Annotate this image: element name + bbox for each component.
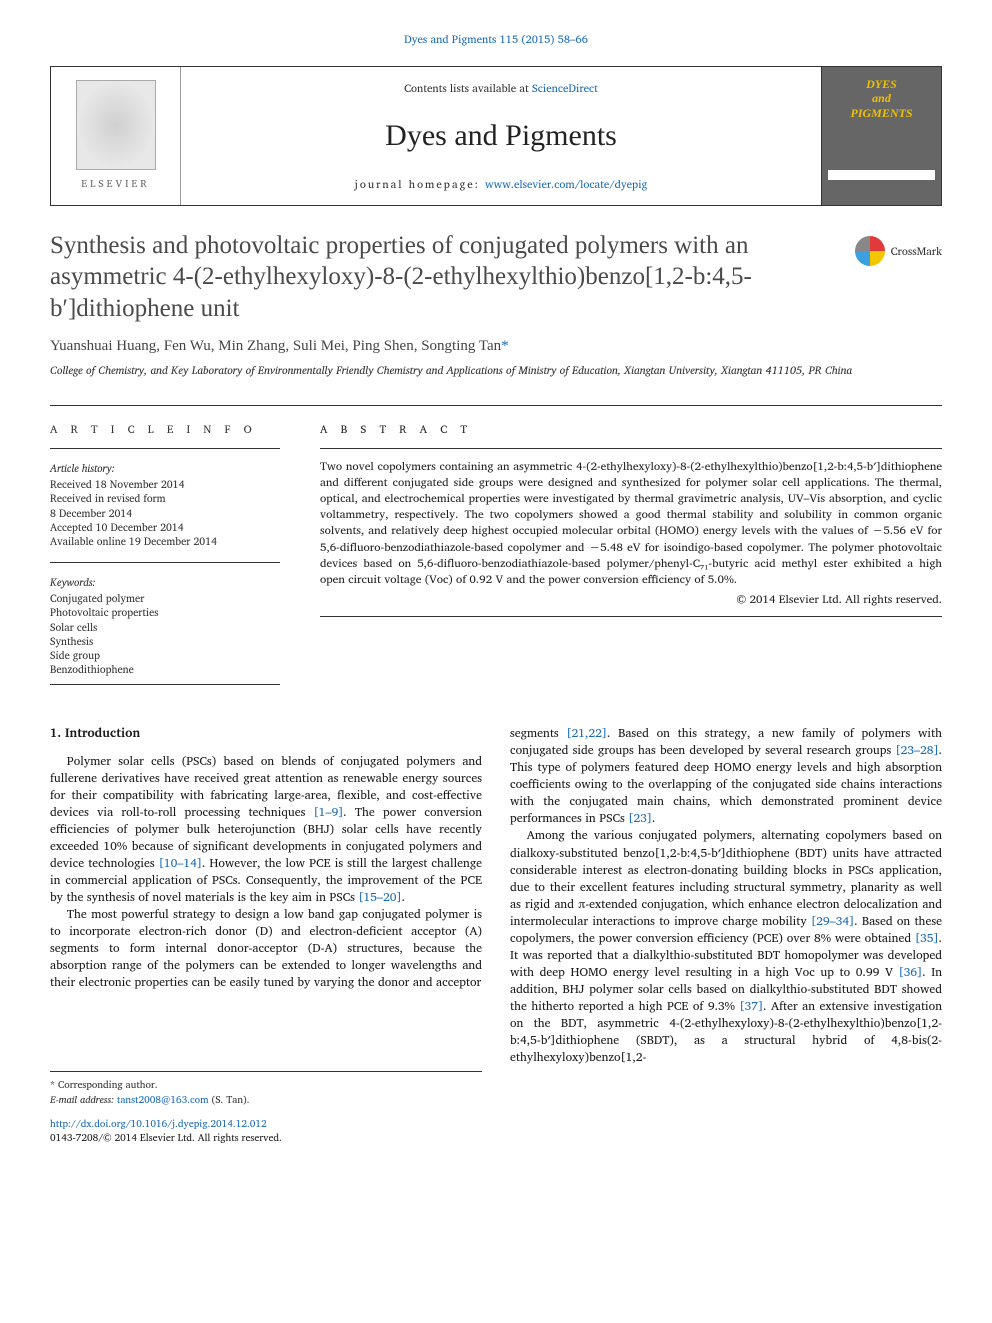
body-paragraph: Among the various conjugated polymers, a… — [510, 827, 942, 1065]
journal-homepage-line: journal homepage: www.elsevier.com/locat… — [355, 175, 648, 193]
section-heading-intro: 1. Introduction — [50, 725, 482, 743]
keywords-block: Keywords: Conjugated polymer Photovoltai… — [50, 562, 280, 685]
article-info-column: A R T I C L E I N F O Article history: R… — [50, 420, 280, 685]
sciencedirect-link[interactable]: ScienceDirect — [532, 79, 598, 97]
cover-strip — [828, 170, 935, 180]
homepage-prefix: journal homepage: — [355, 175, 485, 193]
affiliation: College of Chemistry, and Key Laboratory… — [50, 363, 942, 377]
corr-author-label: * Corresponding author. — [50, 1078, 482, 1092]
abstract-copyright: © 2014 Elsevier Ltd. All rights reserved… — [320, 592, 942, 608]
issn-copyright: 0143-7208/© 2014 Elsevier Ltd. All right… — [50, 1131, 482, 1145]
keyword: Benzodithiophene — [50, 662, 280, 676]
body-paragraph: Polymer solar cells (PSCs) based on blen… — [50, 753, 482, 906]
publisher-label: ELSEVIER — [81, 176, 149, 192]
abstract-column: A B S T R A C T Two novel copolymers con… — [320, 420, 942, 685]
email-suffix: (S. Tan). — [209, 1092, 250, 1108]
issue-citation[interactable]: Dyes and Pigments 115 (2015) 58–66 — [50, 30, 942, 48]
corresponding-marker: * — [501, 338, 509, 354]
corresponding-author-footer: * Corresponding author. E-mail address: … — [50, 1071, 482, 1106]
header-center: Contents lists available at ScienceDirec… — [181, 67, 821, 205]
keywords-label: Keywords: — [50, 575, 280, 589]
crossmark-icon — [855, 236, 885, 266]
publisher-logo-block: ELSEVIER — [51, 67, 181, 205]
cover-title: DYES and PIGMENTS — [850, 77, 912, 120]
abstract-heading: A B S T R A C T — [320, 420, 942, 438]
author-list: Yuanshuai Huang, Fen Wu, Min Zhang, Suli… — [50, 338, 942, 355]
contents-list-line: Contents lists available at ScienceDirec… — [404, 79, 598, 97]
journal-name: Dyes and Pigments — [385, 119, 617, 153]
crossmark-badge[interactable]: CrossMark — [855, 236, 942, 266]
article-title: Synthesis and photovoltaic properties of… — [50, 230, 839, 324]
corr-author-email[interactable]: tanst2008@163.com — [117, 1092, 209, 1108]
journal-header-banner: ELSEVIER Contents lists available at Sci… — [50, 66, 942, 206]
article-body: 1. Introduction Polymer solar cells (PSC… — [50, 725, 942, 1145]
crossmark-label: CrossMark — [891, 242, 942, 260]
history-line: Available online 19 December 2014 — [50, 534, 280, 548]
body-paragraph: segments [21,22]. Based on this strategy… — [510, 725, 942, 827]
article-info-heading: A R T I C L E I N F O — [50, 420, 280, 438]
contents-prefix: Contents lists available at — [404, 79, 532, 97]
doi-footer: http://dx.doi.org/10.1016/j.dyepig.2014.… — [50, 1117, 482, 1145]
article-history-block: Article history: Received 18 November 20… — [50, 448, 280, 548]
history-label: Article history: — [50, 461, 280, 475]
email-label: E-mail address: — [50, 1092, 117, 1108]
elsevier-tree-icon — [76, 80, 156, 170]
abstract-block: Two novel copolymers containing an asymm… — [320, 448, 942, 617]
body-paragraph: The most powerful strategy to design a l… — [50, 906, 482, 991]
journal-cover-thumb: DYES and PIGMENTS — [821, 67, 941, 205]
journal-homepage-link[interactable]: www.elsevier.com/locate/dyepig — [485, 175, 647, 193]
abstract-text: Two novel copolymers containing an asymm… — [320, 459, 942, 588]
